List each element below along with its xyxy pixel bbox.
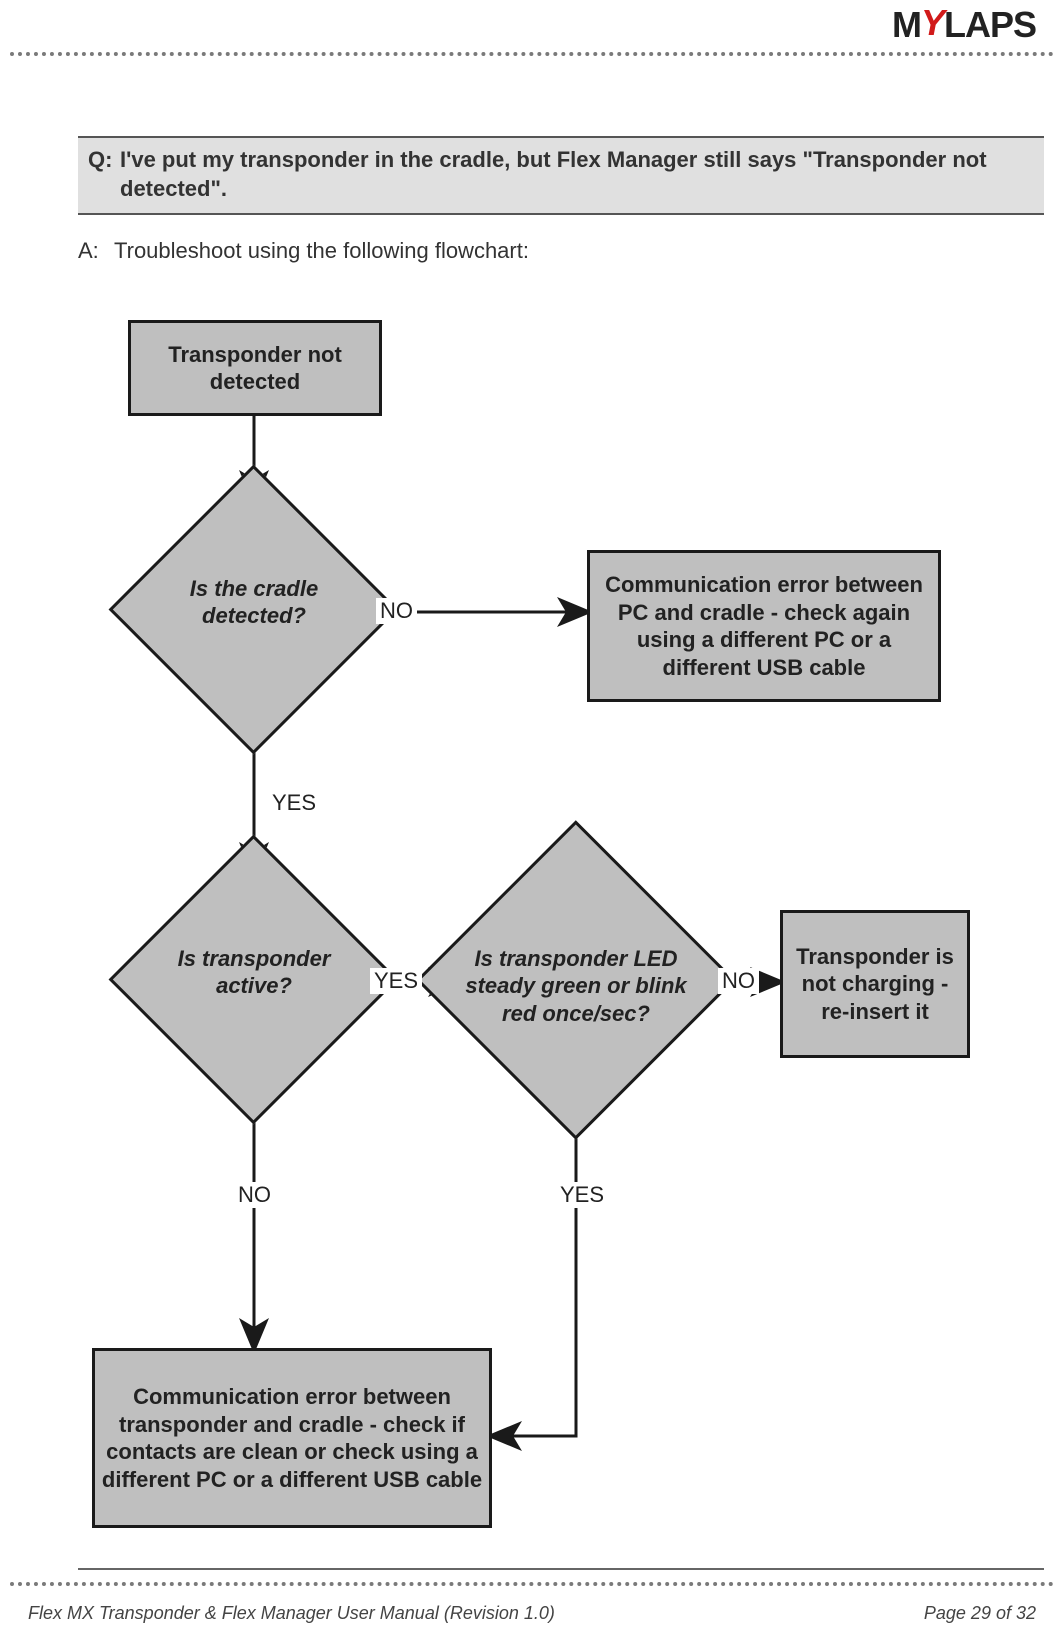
node-r_commpc-label: Communication error between PC and cradl… [596, 571, 932, 681]
node-r_notcharge: Transponder is not charging - re-insert … [780, 910, 970, 1058]
node-r_notcharge-label: Transponder is not charging - re-insert … [789, 943, 961, 1026]
edge-label-q_led-r_notcharge: NO [718, 968, 759, 994]
edge-label-q_cradle-r_commpc: NO [376, 598, 417, 624]
edge-q_led-r_commtx [492, 1098, 576, 1436]
node-start: Transponder not detected [128, 320, 382, 416]
node-r_commpc: Communication error between PC and cradl… [587, 550, 941, 702]
node-r_commtx-label: Communication error between transponder … [101, 1383, 483, 1493]
edge-label-q_cradle-q_active: YES [268, 790, 320, 816]
node-q_led-label: Is transponder LED steady green or blink… [461, 945, 692, 1028]
page-footer: Flex MX Transponder & Flex Manager User … [28, 1603, 1036, 1624]
flowchart: Transponder not detected Is the cradle de… [0, 0, 1064, 1640]
edge-label-q_led-r_commtx: YES [556, 1182, 608, 1208]
node-q_cradle-label: Is the cradle detected? [149, 575, 359, 630]
node-r_commtx: Communication error between transponder … [92, 1348, 492, 1528]
node-start-label: Transponder not detected [137, 341, 373, 396]
node-q_active-label: Is transponder active? [149, 945, 359, 1000]
footer-left: Flex MX Transponder & Flex Manager User … [28, 1603, 555, 1624]
section-end-rule [78, 1568, 1044, 1570]
edge-label-q_active-q_led: YES [370, 968, 422, 994]
footer-right: Page 29 of 32 [924, 1603, 1036, 1624]
edge-label-q_active-r_commtx: NO [234, 1182, 275, 1208]
footer-separator [10, 1582, 1054, 1586]
